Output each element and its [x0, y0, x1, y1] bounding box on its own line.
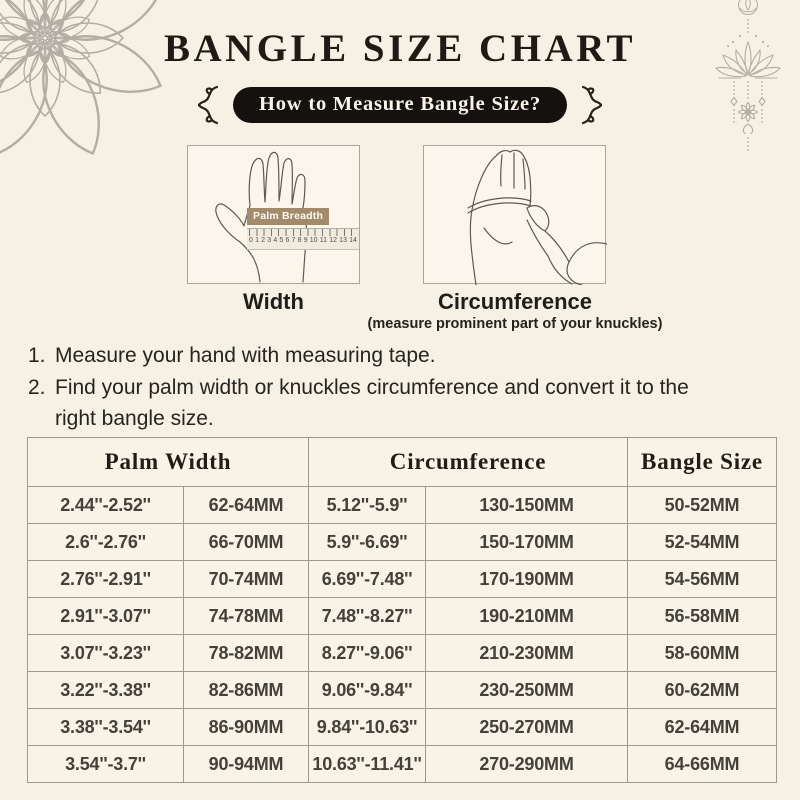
- table-header-row: Palm Width Circumference Bangle Size: [27, 437, 777, 487]
- lotus-ornament-icon: [714, 0, 782, 151]
- table-cell: 2.44''-2.52'': [27, 486, 184, 524]
- size-table-section: Palm Width Circumference Bangle Size 2.44'…: [27, 437, 777, 783]
- circumference-caption: Circumference (measure prominent part of…: [330, 289, 700, 332]
- table-cell: 54-56MM: [627, 560, 777, 598]
- palm-breadth-tag: Palm Breadth: [247, 208, 330, 225]
- table-cell: 3.22''-3.38'': [27, 671, 184, 709]
- ruler-number: 9: [303, 237, 308, 244]
- table-row: 3.22''-3.38'' 82-86MM 9.06''-9.84'' 230-250…: [27, 671, 777, 709]
- table-cell: 90-94MM: [183, 745, 309, 783]
- table-cell: 250-270MM: [425, 708, 628, 746]
- ruler-number: 13: [339, 237, 347, 244]
- table-header-cell: Palm Width: [27, 437, 309, 487]
- table-row: 3.38''-3.54'' 86-90MM 9.84''-10.63'' 250-27…: [27, 708, 777, 746]
- ruler-ticks: [249, 229, 357, 236]
- ruler-number: 1: [255, 237, 259, 244]
- table-cell: 8.27''-9.06'': [308, 634, 426, 672]
- table-cell: 2.6''-2.76'': [27, 523, 184, 561]
- instruction-step-2: 2. Find your palm width or knuckles circ…: [28, 372, 773, 435]
- table-row: 2.44''-2.52'' 62-64MM 5.12''-5.9'' 130-150M…: [27, 486, 777, 524]
- table-row: 2.76''-2.91'' 70-74MM 6.69''-7.48'' 170-190…: [27, 560, 777, 598]
- hand-width-icon: [215, 151, 307, 283]
- table-cell: 82-86MM: [183, 671, 309, 709]
- table-cell: 10.63''-11.41'': [308, 745, 426, 783]
- table-row: 3.07''-3.23'' 78-82MM 8.27''-9.06'' 210-230…: [27, 634, 777, 672]
- instruction-text: Find your palm width or knuckles circumf…: [55, 375, 689, 431]
- ruler-number: 4: [273, 237, 278, 244]
- table-cell: 66-70MM: [183, 523, 309, 561]
- table-cell: 62-64MM: [627, 708, 777, 746]
- instruction-step-1: 1. Measure your hand with measuring tape…: [28, 340, 773, 372]
- table-cell: 5.12''-5.9'': [308, 486, 426, 524]
- width-measure-illustration: Palm Breadth 0 1 2 3 4 5 6 7 8 9 10 11 12 13 14: [187, 145, 360, 284]
- ruler-number: 3: [267, 237, 272, 244]
- width-caption: Width: [243, 289, 304, 314]
- table-cell: 50-52MM: [627, 486, 777, 524]
- ruler-number: 8: [297, 237, 302, 244]
- table-cell: 130-150MM: [425, 486, 628, 524]
- ruler-numbers: 0 1 2 3 4 5 6 7 8 9 10 11 12 13 14: [249, 237, 357, 244]
- table-row: 2.6''-2.76'' 66-70MM 5.9''-6.69'' 150-170MM…: [27, 523, 777, 561]
- badge-row: How to Measure Bangle Size?: [0, 84, 800, 126]
- table-cell: 210-230MM: [425, 634, 628, 672]
- table-cell: 52-54MM: [627, 523, 777, 561]
- table-cell: 150-170MM: [425, 523, 628, 561]
- table-cell: 7.48''-8.27'': [308, 597, 426, 635]
- table-cell: 9.84''-10.63'': [308, 708, 426, 746]
- ruler-number: 14: [349, 237, 357, 244]
- table-cell: 9.06''-9.84'': [308, 671, 426, 709]
- circumference-measure-illustration: [423, 145, 607, 285]
- table-cell: 170-190MM: [425, 560, 628, 598]
- mandala-flower-icon: [0, 0, 162, 155]
- table-cell: 190-210MM: [425, 597, 628, 635]
- table-cell: 78-82MM: [183, 634, 309, 672]
- table-cell: 3.54''-3.7'': [27, 745, 184, 783]
- ruler-number: 2: [261, 237, 266, 244]
- instructions-list: 1. Measure your hand with measuring tape…: [28, 340, 773, 435]
- circumference-caption-note: (measure prominent part of your knuckles…: [367, 316, 663, 332]
- table-cell: 3.38''-3.54'': [27, 708, 184, 746]
- table-header-cell: Bangle Size: [627, 437, 777, 487]
- table-cell: 86-90MM: [183, 708, 309, 746]
- ruler: 0 1 2 3 4 5 6 7 8 9 10 11 12 13 14: [247, 228, 359, 250]
- table-header-cell: Circumference: [308, 437, 628, 487]
- table-cell: 60-62MM: [627, 671, 777, 709]
- table-cell: 2.91''-3.07'': [27, 597, 184, 635]
- ruler-number: 5: [279, 237, 284, 244]
- instruction-number: 1.: [28, 344, 46, 367]
- instruction-text: Measure your hand with measuring tape.: [55, 344, 436, 367]
- table-cell: 5.9''-6.69'': [308, 523, 426, 561]
- table-cell: 64-66MM: [627, 745, 777, 783]
- flourish-left-icon: [197, 85, 219, 125]
- table-cell: 56-58MM: [627, 597, 777, 635]
- circumference-caption-label: Circumference: [437, 289, 593, 314]
- table-cell: 2.76''-2.91'': [27, 560, 184, 598]
- ruler-number: 7: [291, 237, 296, 244]
- instruction-number: 2.: [28, 375, 46, 399]
- ruler-number: 6: [285, 237, 290, 244]
- ruler-number: 0: [249, 237, 253, 244]
- table-cell: 74-78MM: [183, 597, 309, 635]
- table-cell: 70-74MM: [183, 560, 309, 598]
- ruler-number: 12: [329, 237, 337, 244]
- how-to-measure-badge: How to Measure Bangle Size?: [233, 87, 567, 123]
- table-cell: 58-60MM: [627, 634, 777, 672]
- ruler-number: 11: [319, 237, 328, 244]
- table-cell: 62-64MM: [183, 486, 309, 524]
- bangle-size-table: Palm Width Circumference Bangle Size 2.44'…: [27, 437, 777, 783]
- ruler-number: 10: [309, 237, 318, 244]
- table-cell: 3.07''-3.23'': [27, 634, 184, 672]
- table-cell: 230-250MM: [425, 671, 628, 709]
- flourish-right-icon: [581, 85, 603, 125]
- table-cell: 270-290MM: [425, 745, 628, 783]
- page-title: BANGLE SIZE CHART: [163, 27, 637, 70]
- hands-circumference-icon: [467, 149, 607, 285]
- table-cell: 6.69''-7.48'': [308, 560, 426, 598]
- table-row: 3.54''-3.7'' 90-94MM 10.63''-11.41'' 270-29…: [27, 745, 777, 783]
- table-row: 2.91''-3.07'' 74-78MM 7.48''-8.27'' 190-210…: [27, 597, 777, 635]
